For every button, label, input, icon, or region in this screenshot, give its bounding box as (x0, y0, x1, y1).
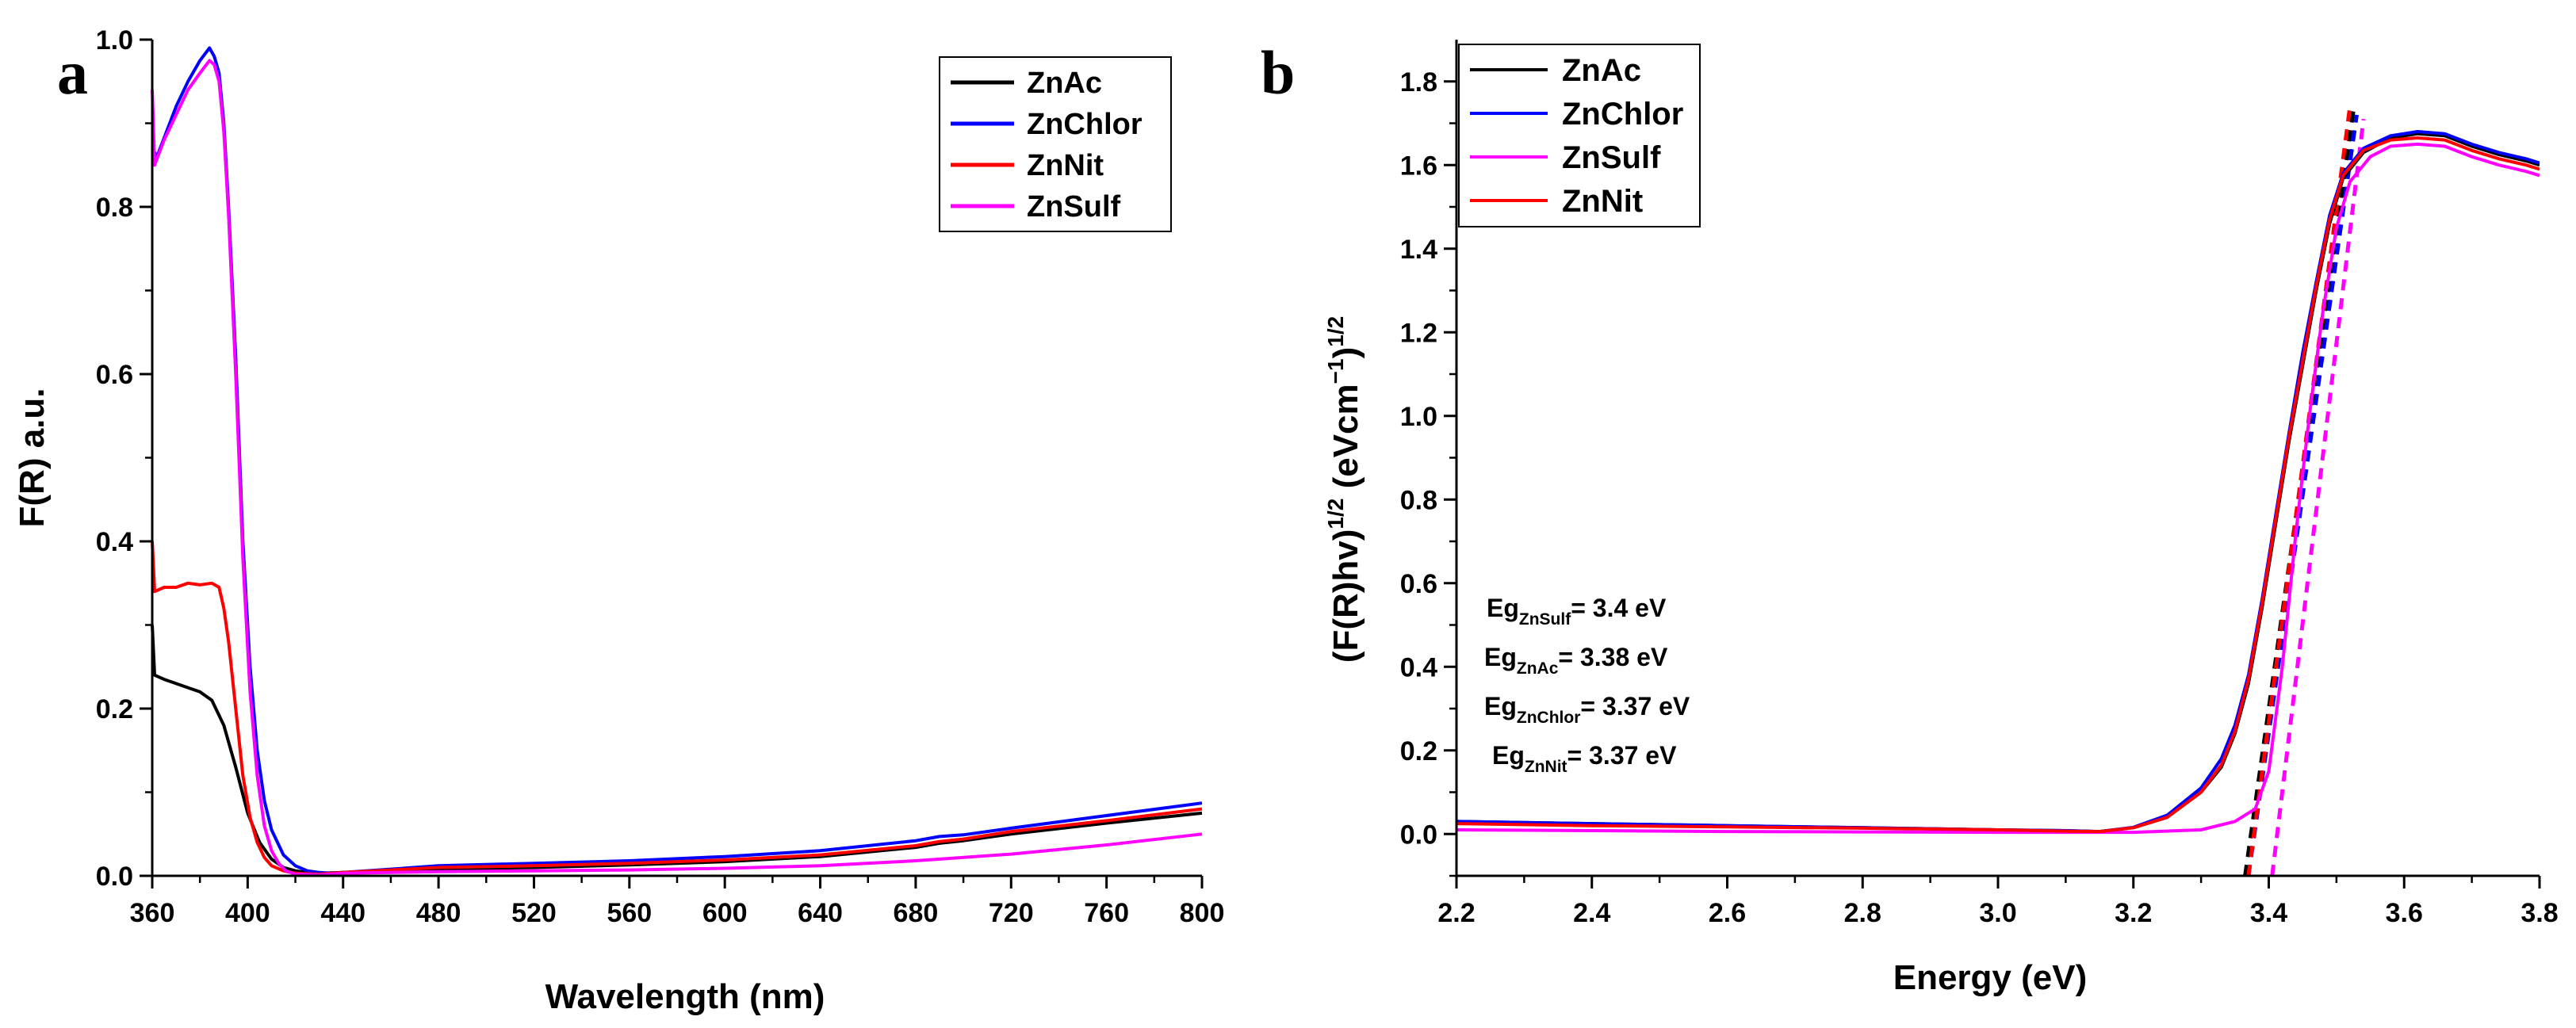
y-tick-label: 0.0 (96, 862, 133, 892)
y-axis-title-part: (eVcm (1326, 384, 1365, 498)
y-axis-title-part: ) (1326, 347, 1365, 359)
x-tick-label: 3.0 (1979, 898, 2016, 928)
x-tick-label: 400 (225, 898, 270, 928)
y-tick-label: 0.8 (1400, 485, 1437, 515)
legend-box (1458, 44, 1701, 227)
series-line-znchlor (151, 46, 1203, 875)
legend-label-znsulf: ZnSulf (1027, 190, 1121, 224)
legend-label-znnit: ZnNit (1027, 149, 1104, 182)
eg-annotation-sub: ZnNit (1525, 758, 1567, 776)
legend-box (939, 56, 1172, 232)
x-tick-label: 3.4 (2250, 898, 2287, 928)
panel-a: 360 400 440 480 520 560 600 640 680 720 760 800 0.0 0… (13, 25, 1224, 1016)
x-tick-label: 640 (798, 898, 843, 928)
x-tick-label: 360 (130, 898, 175, 928)
x-tick-label: 440 (320, 898, 366, 928)
eg-annotation-main: Eg (1492, 741, 1525, 770)
y-tick-label: 0.0 (1400, 820, 1437, 850)
y-tick-label: 0.4 (1400, 652, 1437, 682)
x-tick-label: 2.8 (1844, 898, 1881, 928)
y-tick-label: 1.0 (96, 25, 133, 55)
series-line-znnit (1456, 136, 2540, 834)
fit-line-znsulf (2270, 118, 2366, 877)
panel-b: 2.2 2.4 2.6 2.8 3.0 3.2 3.4 3.6 3.8 0.0 0.2 0.4 0.6 0… (1261, 38, 2559, 997)
eg-annotation-znnit: EgZnNit= 3.37 eV (1492, 741, 1677, 776)
y-axis-title-sup: 1/2 (1323, 499, 1348, 529)
eg-annotation-znchlor: EgZnChlor= 3.37 eV (1484, 692, 1690, 727)
x-tick-label: 2.4 (1573, 898, 1610, 928)
y-tick-label: 0.6 (1400, 569, 1437, 599)
y-axis-title: (F(R)hv)1/2 (eVcm−1)1/2 (1323, 316, 1365, 663)
legend-label-znsulf: ZnSulf (1562, 140, 1661, 175)
eg-annotation-value: = 3.38 eV (1558, 643, 1668, 671)
y-axis-title-sup: 1/2 (1323, 316, 1348, 347)
x-tick-label: 3.2 (2115, 898, 2152, 928)
legend-label-znac: ZnAc (1562, 53, 1641, 88)
eg-annotation-sub: ZnChlor (1517, 709, 1580, 727)
eg-annotation-sub: ZnSulf (1519, 610, 1571, 629)
x-tick-label: 600 (702, 898, 748, 928)
x-tick-label: 3.8 (2520, 898, 2558, 928)
y-tick-label: 1.8 (1400, 67, 1437, 97)
x-tick-label: 2.6 (1709, 898, 1746, 928)
x-tick-label: 760 (1084, 898, 1129, 928)
x-tick-label: 480 (416, 898, 461, 928)
x-tick-label: 2.2 (1437, 898, 1475, 928)
legend-label-znac: ZnAc (1027, 67, 1102, 100)
y-tick-label: 1.0 (1400, 402, 1437, 432)
legend-label-znnit: ZnNit (1562, 184, 1643, 219)
eg-annotation-value: = 3.37 eV (1580, 692, 1690, 720)
eg-annotation-znac: EgZnAc= 3.38 eV (1484, 643, 1668, 678)
x-tick-label: 800 (1180, 898, 1225, 928)
legend-label-znchlor: ZnChlor (1027, 108, 1143, 141)
eg-annotation-main: Eg (1484, 692, 1517, 720)
eg-annotation-value: = 3.4 eV (1571, 594, 1667, 622)
series-line-znsulf (1456, 142, 2540, 835)
x-tick-label: 680 (894, 898, 939, 928)
eg-annotation-main: Eg (1487, 594, 1519, 622)
y-tick-label: 0.6 (96, 360, 133, 390)
legend-label-znchlor: ZnChlor (1562, 97, 1683, 132)
y-tick-label: 1.2 (1400, 318, 1437, 348)
panel-letter-a: a (57, 38, 88, 107)
series-line-znnit (151, 541, 1203, 876)
y-axis-title-part: (F(R)hv) (1326, 529, 1365, 663)
y-axis-title: F(R) a.u. (13, 388, 52, 528)
x-axis-title: Wavelength (nm) (545, 977, 825, 1016)
eg-annotation-value: = 3.37 eV (1567, 741, 1678, 770)
fit-line-znchlor (2246, 114, 2359, 877)
series-line-znsulf (151, 59, 1203, 877)
y-tick-label: 1.6 (1400, 151, 1437, 181)
eg-annotation-sub: ZnAc (1517, 659, 1559, 678)
y-axis-title-sup: −1 (1323, 358, 1348, 384)
y-tick-label: 0.2 (1400, 736, 1437, 766)
x-axis-title: Energy (eV) (1893, 958, 2088, 997)
y-tick-label: 1.4 (1400, 235, 1437, 265)
y-tick-label: 0.2 (96, 694, 133, 724)
x-tick-label: 720 (989, 898, 1034, 928)
panel-letter-b: b (1261, 38, 1295, 107)
x-tick-label: 520 (511, 898, 557, 928)
y-tick-label: 0.4 (96, 527, 133, 557)
x-tick-label: 3.6 (2386, 898, 2423, 928)
eg-annotation-main: Eg (1484, 643, 1517, 671)
y-tick-label: 0.8 (96, 193, 133, 223)
eg-annotation-znsulf: EgZnSulf= 3.4 eV (1487, 594, 1667, 629)
x-tick-label: 560 (607, 898, 652, 928)
